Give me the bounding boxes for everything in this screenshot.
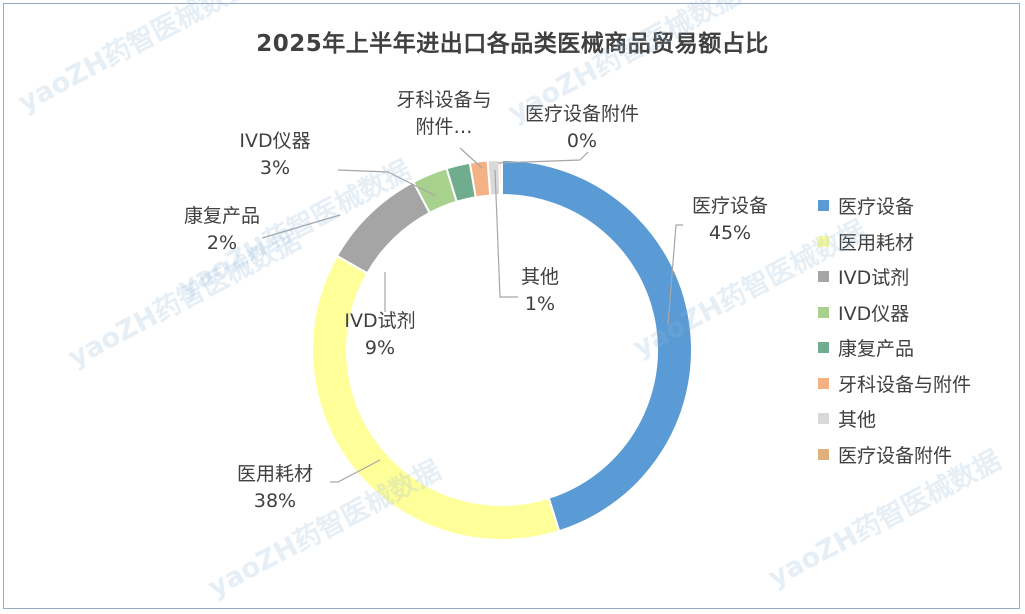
legend: 医疗设备医用耗材 IVD试剂 IVD仪器康复产品牙科设备与附件 其他医疗设备附件 xyxy=(818,188,971,472)
leader-line xyxy=(459,147,483,169)
leader-line xyxy=(667,224,683,326)
leader-line xyxy=(494,169,518,298)
legend-item: 医疗设备 xyxy=(818,188,971,224)
data-label: 医疗设备 45% xyxy=(692,195,768,244)
legend-label: 康复产品 xyxy=(838,338,915,361)
legend-swatch xyxy=(818,235,829,247)
legend-item: 医疗设备附件 xyxy=(818,437,971,473)
legend-item: IVD试剂 xyxy=(818,259,971,295)
legend-swatch xyxy=(818,271,829,283)
legend-item: 康复产品 xyxy=(818,330,971,366)
legend-item: 医用耗材 xyxy=(818,224,971,260)
data-label: 医用耗材 38% xyxy=(237,463,313,512)
data-label: 康复产品 2% xyxy=(184,205,260,254)
data-label: IVD仪器 3% xyxy=(239,130,310,179)
legend-swatch xyxy=(818,200,829,212)
legend-label: 其他 xyxy=(838,409,877,432)
leader-line xyxy=(337,169,437,197)
legend-item: IVD仪器 xyxy=(818,295,971,331)
legend-label: 牙科设备与附件 xyxy=(838,373,972,396)
legend-swatch xyxy=(818,342,829,354)
data-label: 医疗设备附件 0% xyxy=(525,103,639,152)
donut-slice xyxy=(486,159,502,197)
legend-label: 医疗设备附件 xyxy=(838,444,953,467)
legend-swatch xyxy=(818,448,829,460)
donut-slice xyxy=(498,158,503,197)
data-label: IVD试剂 9% xyxy=(344,310,415,359)
legend-label: IVD试剂 xyxy=(838,267,910,290)
legend-swatch xyxy=(818,377,829,389)
legend-label: 医疗设备 xyxy=(838,196,915,219)
legend-swatch xyxy=(818,413,829,425)
legend-label: 医用耗材 xyxy=(838,231,915,254)
leader-line xyxy=(261,214,341,239)
legend-item: 牙科设备与附件 xyxy=(818,366,971,402)
chart-title: 2025年上半年进出口各品类医械商品贸易额占比 xyxy=(256,31,769,57)
legend-item: 其他 xyxy=(818,401,971,437)
leader-line xyxy=(330,459,381,483)
data-label: 牙科设备与附件… xyxy=(396,89,491,138)
legend-label: IVD仪器 xyxy=(838,302,910,325)
legend-swatch xyxy=(818,306,829,318)
data-label: 其他 1% xyxy=(521,266,559,315)
leader-line xyxy=(497,151,589,164)
